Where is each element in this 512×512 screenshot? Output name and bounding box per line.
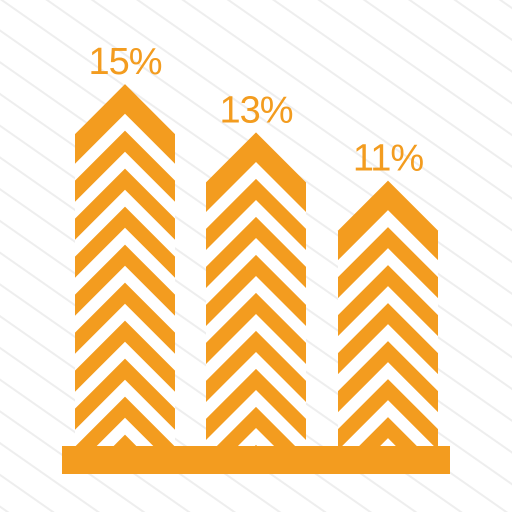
chevron-line	[75, 303, 175, 377]
chevron-line	[206, 389, 306, 446]
data-label-3: 11%	[353, 138, 423, 180]
chevron-line	[206, 275, 306, 349]
bars-layer	[75, 84, 438, 446]
chevron-line	[75, 227, 175, 301]
chevron-line	[338, 324, 438, 397]
chevron-line	[75, 189, 175, 263]
chevron-line	[75, 265, 175, 339]
chevron-line	[338, 286, 438, 359]
chevron-line	[206, 427, 306, 446]
bar-1	[75, 84, 175, 446]
chevron-lines	[75, 113, 175, 446]
data-labels-layer: 15% 13% 11%	[88, 41, 424, 180]
chevron-line	[206, 161, 306, 235]
bar-arrow-shape	[75, 84, 175, 446]
chevron-lines	[206, 161, 306, 446]
chevron-line	[206, 237, 306, 311]
chevron-line	[75, 341, 175, 415]
bar-3	[338, 180, 438, 446]
data-label-2: 13%	[219, 89, 292, 131]
chevron-line	[338, 210, 438, 283]
chevron-line	[206, 313, 306, 387]
chevron-lines	[338, 210, 438, 446]
chart-baseline	[62, 446, 450, 474]
chevron-line	[75, 151, 175, 225]
chevron-line	[338, 400, 438, 446]
chevron-line	[338, 248, 438, 321]
chevron-line	[75, 113, 175, 187]
chevron-line	[338, 362, 438, 435]
chevron-line	[206, 199, 306, 273]
chevron-line	[206, 351, 306, 425]
data-label-1: 15%	[88, 41, 161, 83]
chevron-line	[75, 417, 175, 446]
bar-2	[206, 132, 306, 446]
chevron-line	[75, 379, 175, 446]
